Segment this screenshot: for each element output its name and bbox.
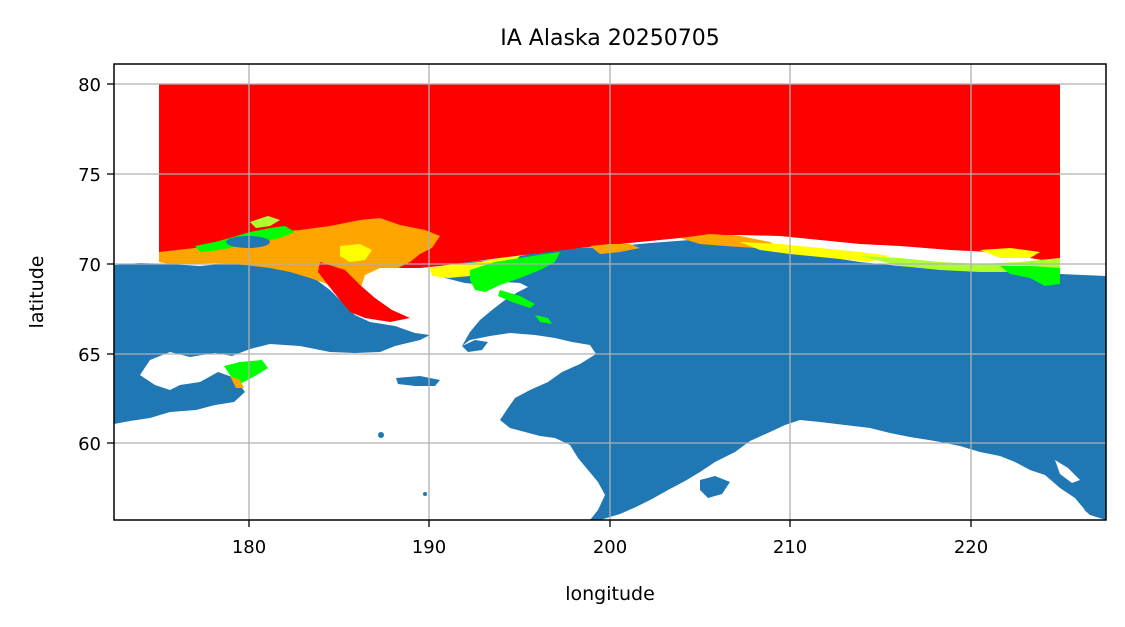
chart-title: IA Alaska 20250705	[500, 26, 719, 51]
ice-yellow-chukchi	[340, 244, 372, 262]
water-cook-inlet	[780, 420, 885, 452]
water-se-channels	[1030, 460, 1085, 512]
ice-yellow-far-east	[980, 248, 1040, 258]
ice-yellow-central	[430, 256, 520, 278]
land-alaska	[114, 263, 430, 424]
ice-green-central	[470, 252, 560, 292]
y-tick-label: 75	[78, 165, 101, 186]
ice-orange-central	[590, 244, 640, 254]
ice-green-east	[1000, 266, 1060, 286]
grid	[114, 64, 1106, 520]
x-axis-label: longitude	[565, 583, 655, 605]
x-tick-label: 180	[232, 537, 266, 558]
island-small-2	[423, 492, 427, 496]
ice-green-coastal-bits	[498, 290, 552, 324]
y-axis	[107, 83, 114, 444]
ice-lime-west	[250, 216, 280, 228]
y-axis-label: latitude	[26, 256, 48, 329]
y-tick-label: 60	[78, 434, 101, 455]
land-mainland	[430, 240, 1106, 520]
plot-area	[113, 63, 1107, 521]
ice-orange-region	[159, 218, 440, 300]
x-tick-label: 190	[412, 537, 446, 558]
ice-orange-small-patch	[230, 376, 244, 388]
ice-red-kotzebue	[318, 262, 410, 322]
x-tick-label: 200	[593, 537, 627, 558]
island-kodiak	[700, 476, 730, 498]
ice-yellow-east	[740, 242, 890, 262]
x-tick-label: 210	[773, 537, 807, 558]
water-lake-west	[226, 236, 270, 248]
y-tick-label: 65	[78, 345, 101, 366]
island-small-1	[378, 432, 384, 438]
y-tick-label: 70	[78, 255, 101, 276]
x-tick-label: 220	[954, 537, 988, 558]
island-nunivak	[462, 340, 488, 352]
y-tick-label: 80	[78, 75, 101, 96]
water-prince-william	[885, 438, 945, 455]
x-axis	[248, 520, 972, 527]
